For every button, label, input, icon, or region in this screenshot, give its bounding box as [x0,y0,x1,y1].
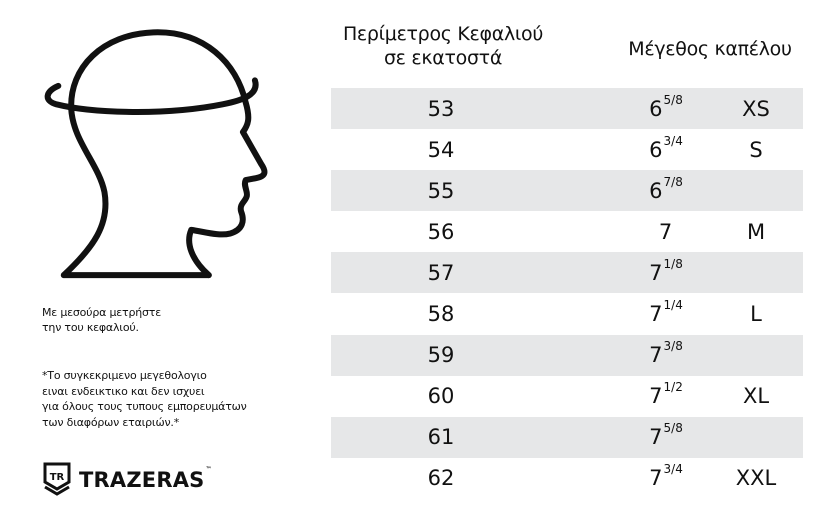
letter-size-cell: XXL [735,466,777,491]
table-row: 60 7 1/2 XL [331,376,803,417]
hat-size-whole: 6 [649,178,663,203]
letter-size-cell [711,335,801,376]
circumference-cell: 55 [427,178,455,203]
circumference-cell: 56 [427,219,455,244]
brand-name-text: TRAZERAS [79,468,205,492]
hat-size-fraction: 3/4 [663,462,683,477]
hat-size-cell: 7 [616,211,716,252]
table-row: 61 7 5/8 [331,416,803,458]
circumference-cell: 60 [427,384,455,409]
hat-size-whole: 7 [649,302,663,327]
table-row: 58 7 1/4 L [331,293,803,334]
header-line: σε εκατοστά [383,47,503,69]
hat-size-cell: 7 1/2 [616,376,716,417]
hat-size-fraction: 3/8 [663,339,683,354]
hat-size-whole: 7 [649,260,663,285]
hat-size-whole: 6 [649,137,663,162]
circumference-cell: 54 [427,137,455,162]
hat-size-whole: 7 [658,219,673,244]
hat-size-fraction: 3/4 [663,133,683,148]
letter-size-cell [711,417,801,458]
letter-size-cell [711,170,801,211]
hat-size-fraction: 1/2 [663,380,683,395]
disclaimer-line: ειναι ενδεικτικο και δεν ισχυει [42,384,205,398]
hat-size-cell: 6 7/8 [616,170,716,211]
hat-size-whole: 7 [649,343,663,368]
letter-size-cell: XS [742,96,770,121]
header-line: Περίμετρος Κεφαλιού [342,23,544,45]
disclaimer-line: για όλους τους τυπους εμπορευμάτων [42,400,247,413]
table-row: 57 7 1/8 [331,252,803,294]
letter-size-cell: L [750,302,762,327]
hat-size-fraction: 1/4 [663,298,683,313]
letter-size-cell: S [749,137,763,162]
brand-name: TRAZERAS™ [79,466,212,492]
size-table: 53 6 5/8 XS 54 6 3/4 S 55 6 7/8 56 7 M 57 7… [331,88,803,499]
table-row: 62 7 3/4 XXL [331,458,803,499]
table-row: 53 6 5/8 XS [331,88,803,130]
svg-text:TR: TR [50,472,65,483]
circumference-cell: 62 [427,466,455,491]
header-head-circumference: Περίμετρος Κεφαλιού σε εκατοστά [318,22,568,70]
header-hat-size: Μέγεθος καπέλου [628,38,792,60]
hat-size-cell: 7 3/8 [616,335,716,376]
circumference-cell: 59 [427,343,455,368]
disclaimer-line: *Το συγκεκριμενο μεγεθολογιο [42,369,207,382]
circumference-cell: 58 [427,302,455,327]
hat-size-cell: 6 5/8 [616,88,716,129]
letter-size-cell [711,252,801,293]
instruction-line: Με μεσούρα μετρήστε [42,306,161,319]
instruction-line: την του κεφαλιού. [42,321,139,334]
trademark-symbol: ™ [205,466,212,473]
table-row: 55 6 7/8 [331,170,803,212]
hat-size-cell: 7 5/8 [616,417,716,458]
disclaimer-line: των διαφόρων εταιριών.* [42,415,179,429]
brand-logo: TR TRAZERAS™ [42,462,212,498]
hat-size-whole: 7 [649,466,663,491]
hat-size-fraction: 1/8 [663,256,683,271]
table-row: 56 7 M [331,211,803,252]
hat-size-fraction: 5/8 [663,421,683,436]
circumference-cell: 61 [427,425,455,450]
hat-size-cell: 6 3/4 [616,129,716,170]
hat-size-cell: 7 1/4 [616,293,716,334]
hat-size-whole: 6 [649,96,663,121]
circumference-cell: 53 [427,96,455,121]
size-disclaimer: *Το συγκεκριμενο μεγεθολογιο ειναι ενδει… [42,368,247,430]
circumference-cell: 57 [427,260,455,285]
letter-size-cell: M [746,219,766,244]
head-profile-with-measuring-tape-icon [44,29,268,279]
hat-size-cell: 7 3/4 [616,458,716,499]
hat-size-cell: 7 1/8 [616,252,716,293]
shield-chevron-icon: TR [43,462,71,496]
hat-size-fraction: 7/8 [663,174,683,189]
letter-size-cell: XL [742,384,770,409]
hat-size-whole: 7 [649,384,663,409]
measurement-instructions: Με μεσούρα μετρήστε την του κεφαλιού. [42,305,161,335]
table-row: 59 7 3/8 [331,334,803,376]
hat-size-whole: 7 [649,425,663,450]
hat-size-fraction: 5/8 [663,92,683,107]
table-row: 54 6 3/4 S [331,129,803,170]
